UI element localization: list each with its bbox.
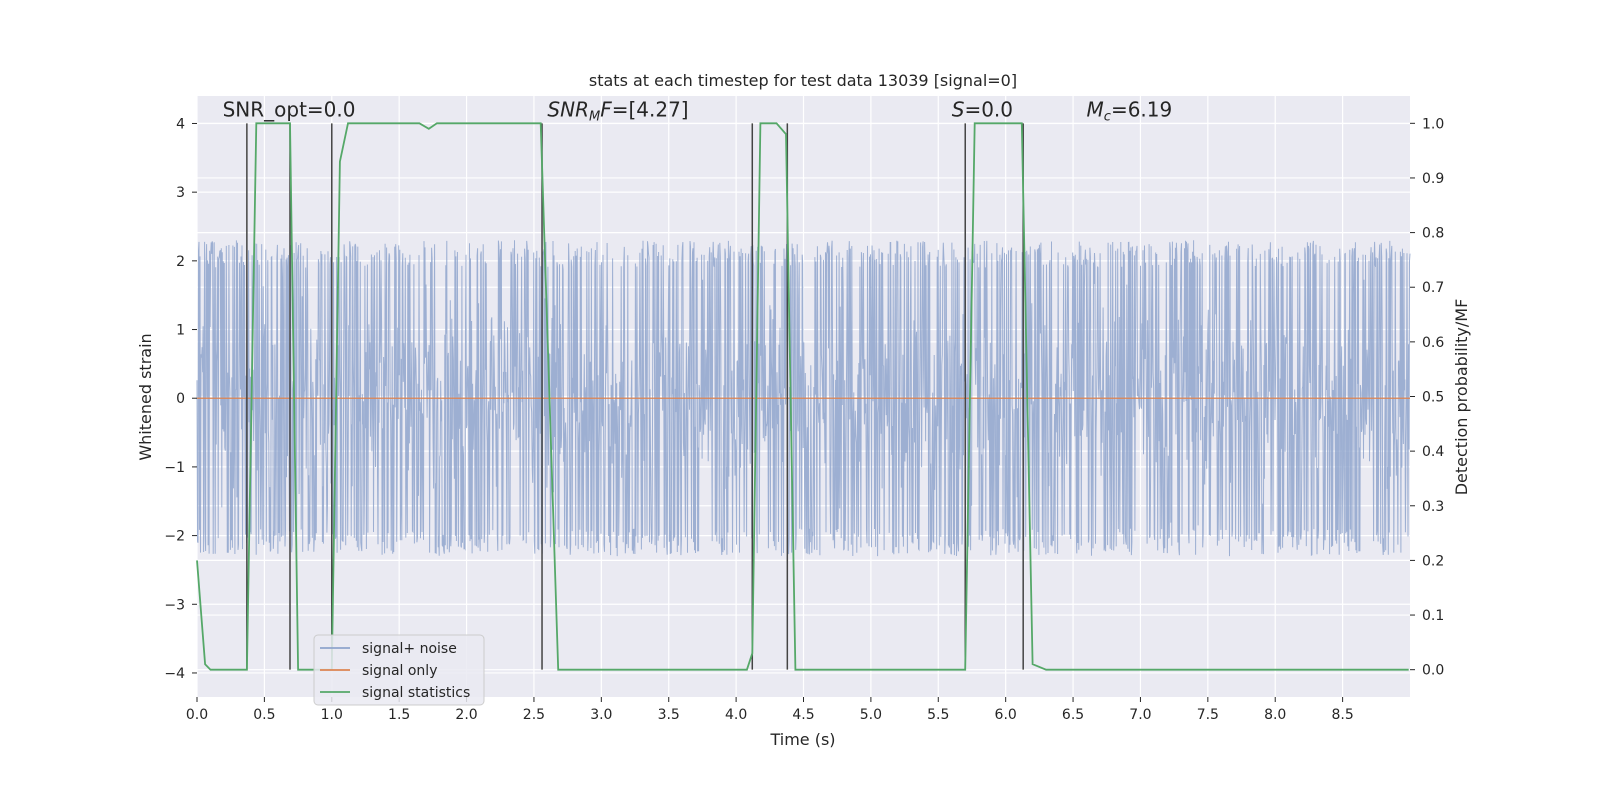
y-left-tick-label: 4 [176,116,185,132]
signal-noise-series [196,240,1411,557]
x-tick-label: 3.5 [658,707,680,723]
x-tick-label: 2.0 [455,707,477,723]
y-right-tick-label: 0.6 [1422,335,1444,351]
x-tick-label: 1.5 [388,707,410,723]
y-left-tick-label: −4 [164,666,185,682]
y-right-tick-label: 0.8 [1422,226,1444,242]
x-tick-label: 6.5 [1062,707,1084,723]
legend-box [313,634,485,706]
x-tick-label: 4.5 [792,707,814,723]
annotations: SNR_opt=0.0 SNRMF=[4.27] S=0.0 Mc=6.19 [223,98,1173,125]
x-tick-label: 8.5 [1331,707,1353,723]
y-right-axis-ticks: 0.0 0.1 0.2 0.3 0.4 0.5 0.6 0.7 0.8 0.9 1.0 [1410,116,1444,679]
y-left-tick-label: −3 [164,597,185,613]
x-tick-label: 7.0 [1129,707,1151,723]
y-left-tick-label: 3 [176,185,185,201]
x-axis-ticks: 0.0 0.5 1.0 1.5 2.0 2.5 3.0 3.5 4.0 4.5 5.0 5.5 6.0 6… [186,697,1354,723]
chart-title: stats at each timestep for test data 130… [589,71,1017,90]
legend-label: signal only [362,663,437,679]
x-tick-label: 1.0 [321,707,343,723]
signal-statistics-series [196,122,1409,671]
x-tick-label: 6.0 [995,707,1017,723]
x-tick-label: 7.5 [1197,707,1219,723]
annotation-text: Mc=6.19 [1087,98,1173,125]
signal-statistics-line [196,122,1409,671]
annotation-text: SNRMF=[4.27] [547,98,688,125]
y-left-tick-label: −2 [164,529,185,545]
y-right-tick-label: 0.1 [1422,608,1444,624]
annotation-text: S=0.0 [952,98,1013,122]
x-tick-label: 3.0 [590,707,612,723]
y-left-tick-label: 2 [176,254,185,270]
legend-label: signal statistics [362,685,470,701]
x-tick-label: 2.5 [523,707,545,723]
y-right-tick-label: 0.0 [1422,663,1444,679]
y-left-tick-label: 1 [176,323,185,339]
y-right-tick-label: 0.4 [1422,444,1444,460]
annotation-text: SNR_opt=0.0 [223,98,356,122]
y-left-tick-label: −1 [164,460,185,476]
y-left-tick-label: 0 [176,391,185,407]
signal-noise-line [196,240,1411,557]
y-right-tick-label: 0.5 [1422,390,1444,406]
detection-boundaries [246,123,1024,670]
y-right-tick-label: 0.2 [1422,553,1444,569]
legend: signal+ noise signal only signal statistic… [313,634,485,706]
x-tick-label: 0.5 [253,707,275,723]
y-right-axis-label: Detection probability/MF [1452,299,1471,496]
y-left-axis-label: Whitened strain [136,333,155,460]
x-tick-label: 8.0 [1264,707,1286,723]
y-right-tick-label: 0.7 [1422,280,1444,296]
x-tick-label: 0.0 [186,707,208,723]
x-axis-label: Time (s) [769,730,835,749]
x-tick-label: 5.5 [927,707,949,723]
y-left-axis-ticks: −4 −3 −2 −1 0 1 2 3 4 [164,116,197,682]
x-tick-label: 5.0 [860,707,882,723]
y-right-tick-label: 1.0 [1422,116,1444,132]
x-tick-label: 4.0 [725,707,747,723]
legend-label: signal+ noise [362,641,457,657]
y-right-tick-label: 0.3 [1422,499,1444,515]
y-right-tick-label: 0.9 [1422,171,1444,187]
